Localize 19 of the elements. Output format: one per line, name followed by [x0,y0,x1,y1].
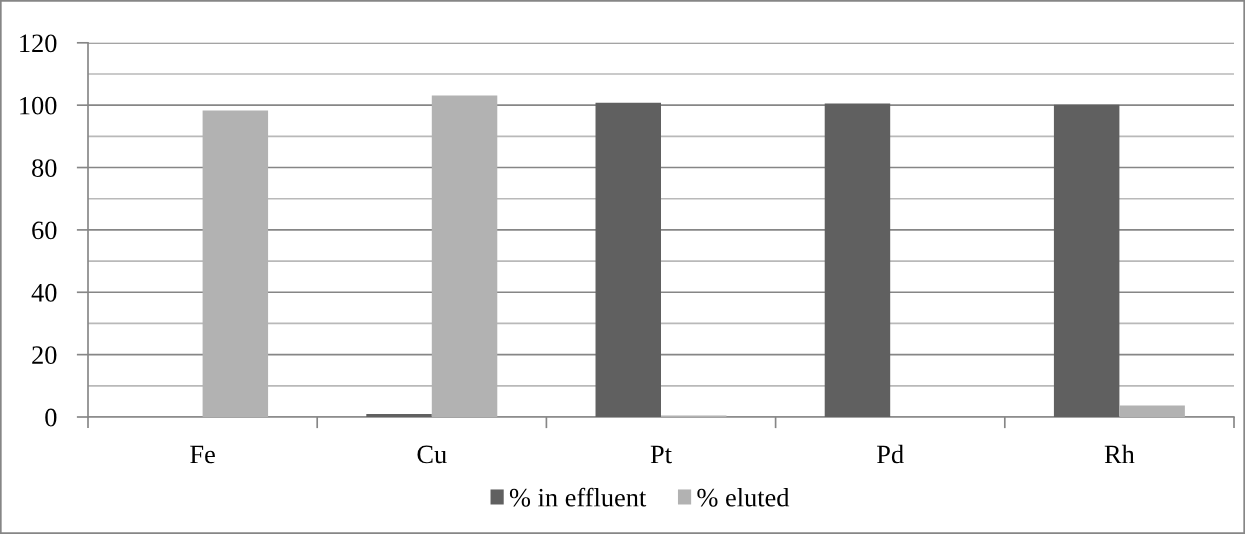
bar [595,102,661,417]
bar [824,103,891,417]
legend-label: % eluted [697,488,790,507]
x-tick-label: Fe [190,445,215,464]
legend-label: % in effluent [509,487,647,507]
y-tick-label: 80 [32,159,57,177]
y-tick-label: 20 [32,346,57,365]
x-tick-label: Pd [877,444,904,464]
y-tick-label: 0 [45,408,57,427]
x-tick-label: Pt [650,445,672,464]
bar [1053,104,1120,417]
y-tick-label: 100 [20,96,57,115]
bar [1119,405,1185,417]
bar [366,413,432,417]
x-tick-label: Cu [417,445,447,464]
x-tick-label: Rh [1104,444,1135,464]
y-tick-label: 60 [32,221,57,240]
y-tick-label: 40 [31,283,57,302]
y-tick-label: 120 [20,34,57,53]
